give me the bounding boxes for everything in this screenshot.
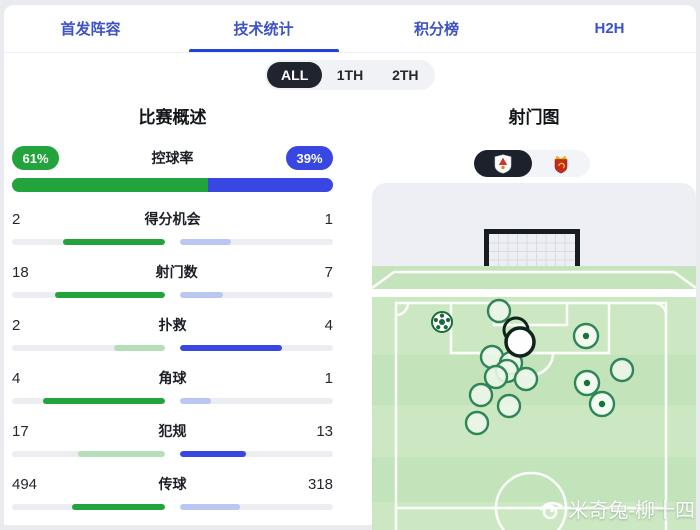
home-stat-value: 2 (12, 317, 21, 334)
away-stat-bar (180, 504, 333, 510)
possession-bar-away (207, 178, 333, 192)
home-stat-bar (12, 292, 165, 298)
stat-row: 4 角球 1 (12, 368, 333, 404)
period-toggle: ALL 1TH 2TH (265, 60, 435, 90)
away-stat-value: 1 (324, 211, 333, 228)
home-stat-bar (12, 398, 165, 404)
home-stat-value: 2 (12, 211, 21, 228)
away-stat-bar (180, 345, 333, 351)
shot-marker-attempt[interactable] (464, 410, 490, 436)
top-tab-bar: 首发阵容 技术统计 积分榜 H2H (4, 5, 696, 53)
stat-row: 2 得分机会 1 (12, 209, 333, 245)
main-card: 首发阵容 技术统计 积分榜 H2H ALL 1TH 2TH 比赛概述 61% 控… (4, 5, 696, 530)
turf-stripe (372, 457, 696, 502)
home-stat-value: 18 (12, 264, 29, 281)
period-all-button[interactable]: ALL (267, 62, 323, 88)
stat-row: 18 射门数 7 (12, 262, 333, 298)
shot-marker-goal[interactable] (431, 311, 453, 333)
home-stat-bar (12, 504, 165, 510)
goal-backdrop (372, 183, 696, 266)
stats-rows: 2 得分机会 1 18 射门数 7 2 扑救 4 4 角球 1 17 犯规 13 494 传球 318 (12, 209, 333, 510)
pitch-graphic (372, 183, 696, 530)
tab-standings[interactable]: 积分榜 (413, 21, 459, 38)
behind-goal-strip (372, 266, 696, 289)
possession-row: 61% 控球率 39% (12, 146, 333, 170)
shot-marker-on_target[interactable] (573, 369, 601, 397)
away-stat-value: 318 (307, 476, 333, 493)
away-stat-bar (180, 239, 333, 245)
shot-marker-on_target[interactable] (588, 390, 616, 418)
shot-marker-highlight[interactable] (502, 316, 536, 358)
stat-row: 2 扑救 4 (12, 315, 333, 351)
shot-marker-attempt[interactable] (609, 357, 635, 383)
tab-h2h[interactable]: H2H (594, 20, 625, 37)
stat-row: 494 传球 318 (12, 474, 333, 510)
away-team-crest-icon (554, 155, 568, 173)
possession-label: 控球率 (151, 150, 194, 166)
tab-lineups[interactable]: 首发阵容 (60, 21, 121, 38)
home-stat-bar (12, 239, 165, 245)
period-1th-button[interactable]: 1TH (336, 67, 364, 83)
away-team-toggle[interactable] (532, 150, 590, 177)
home-stat-bar (12, 345, 165, 351)
home-stat-value: 4 (12, 370, 21, 387)
shot-marker-attempt[interactable] (496, 393, 522, 419)
stat-label: 角球 (158, 370, 187, 386)
team-toggle (474, 150, 590, 177)
stat-label: 犯规 (158, 423, 187, 439)
home-possession-badge: 61% (12, 146, 59, 170)
away-stat-bar (180, 451, 333, 457)
shot-map-pitch (372, 183, 696, 530)
stat-label: 得分机会 (144, 211, 201, 227)
away-stat-bar (180, 398, 333, 404)
away-stat-value: 1 (324, 370, 333, 387)
shot-marker-on_target[interactable] (572, 322, 600, 350)
stat-label: 扑救 (158, 317, 187, 333)
shotmap-title: 射门图 (508, 108, 560, 127)
shot-marker-attempt[interactable] (483, 364, 509, 390)
away-possession-badge: 39% (286, 146, 333, 170)
possession-bar-home (12, 178, 208, 192)
home-stat-bar (12, 451, 165, 457)
home-team-toggle[interactable] (474, 150, 532, 177)
goal-icon (484, 229, 580, 267)
tab-technical-stats[interactable]: 技术统计 (177, 5, 350, 52)
pitch-lines (394, 301, 668, 530)
shots-layer (431, 298, 635, 436)
home-stat-value: 494 (12, 476, 38, 493)
away-stat-value: 13 (316, 423, 333, 440)
stat-label: 传球 (158, 476, 187, 492)
stat-label: 射门数 (155, 264, 198, 280)
behind-goal-lines (372, 270, 696, 289)
period-2th-button[interactable]: 2TH (392, 67, 419, 83)
away-stat-bar (180, 292, 333, 298)
overview-title: 比赛概述 (138, 108, 207, 127)
match-overview-section: 比赛概述 61% 控球率 39% 2 得分机会 1 18 射门数 7 2 扑救 4 4 角球 1 17 犯… (12, 103, 333, 510)
away-stat-value: 7 (324, 264, 333, 281)
pitch-gap-band (372, 289, 696, 297)
possession-bar (12, 178, 333, 192)
home-team-crest-icon (494, 153, 512, 174)
stat-row: 17 犯规 13 (12, 421, 333, 457)
shot-marker-attempt[interactable] (468, 382, 494, 408)
home-stat-value: 17 (12, 423, 29, 440)
shot-marker-attempt[interactable] (486, 298, 512, 324)
shot-marker-attempt[interactable] (513, 366, 539, 392)
away-stat-value: 4 (324, 317, 333, 334)
